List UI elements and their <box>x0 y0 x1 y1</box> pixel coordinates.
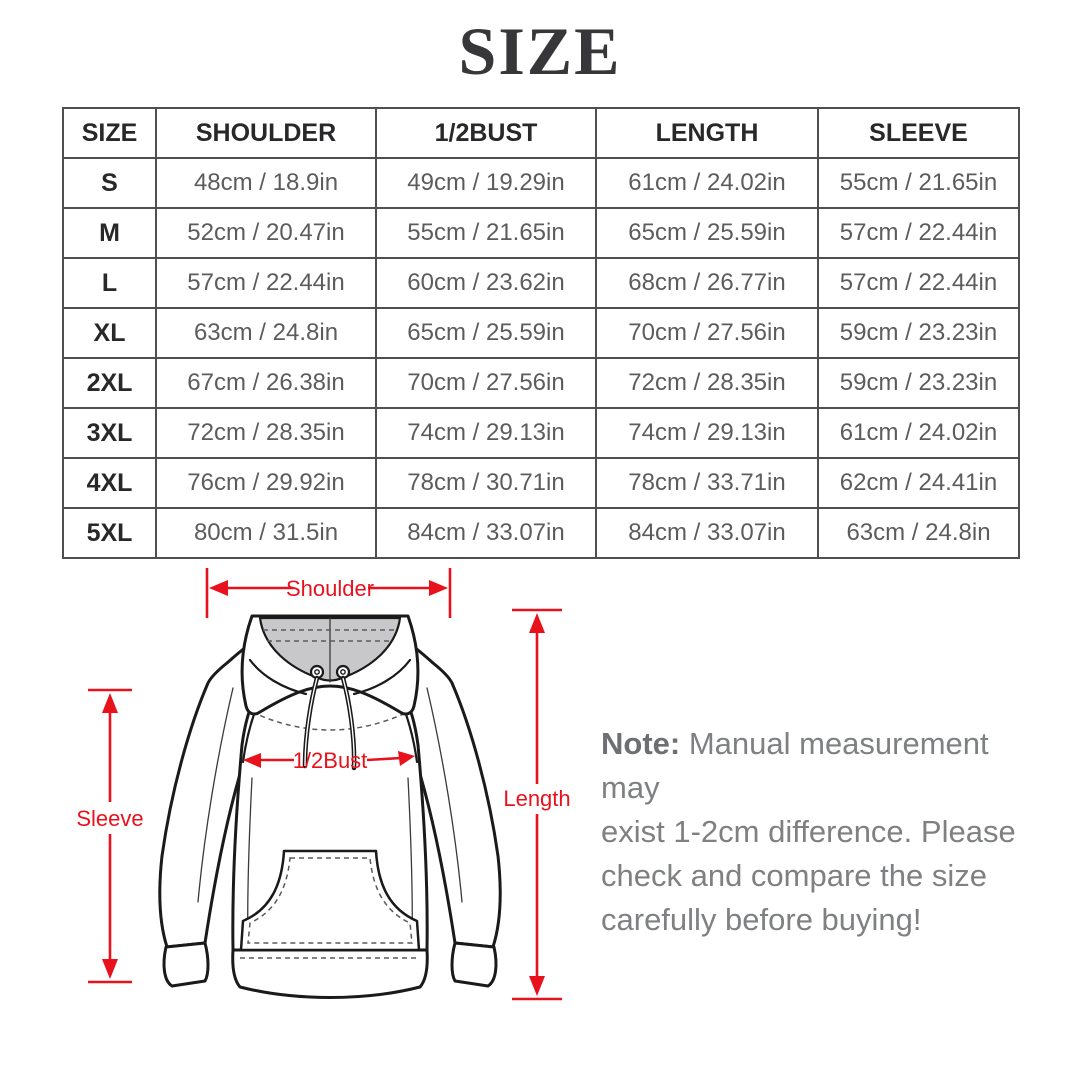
sleeve-value: 57cm / 22.44in <box>817 257 1020 309</box>
table-row: 4XL 76cm / 29.92in 78cm / 30.71in 78cm /… <box>62 457 1020 509</box>
pocket <box>239 849 421 952</box>
bust-value: 60cm / 23.62in <box>375 257 597 309</box>
right-cuff <box>450 941 498 988</box>
dimension-arrows: Shoulder 1/2Bust Length <box>76 568 571 1001</box>
length-value: 65cm / 25.59in <box>595 207 819 259</box>
size-label: 5XL <box>62 507 157 559</box>
shoulder-value: 63cm / 24.8in <box>155 307 377 359</box>
right-eyelet-hole <box>340 669 346 675</box>
sleeve-value: 63cm / 24.8in <box>817 507 1020 559</box>
left-drawstring-highlight <box>304 677 318 767</box>
left-eyelet-hole <box>314 669 320 675</box>
col-header-sleeve: SLEEVE <box>817 107 1020 159</box>
bust-value: 70cm / 27.56in <box>375 357 597 409</box>
length-value: 72cm / 28.35in <box>595 357 819 409</box>
neckline-stitching <box>251 711 409 731</box>
length-arrow-label: Length <box>503 786 570 811</box>
shoulder-value: 48cm / 18.9in <box>155 157 377 209</box>
size-table: SIZE SHOULDER 1/2BUST LENGTH SLEEVE S 48… <box>62 107 1020 559</box>
right-collar-fold <box>352 658 412 696</box>
shoulder-arrow-label: Shoulder <box>286 576 374 601</box>
shoulder-value: 57cm / 22.44in <box>155 257 377 309</box>
table-header-row: SIZE SHOULDER 1/2BUST LENGTH SLEEVE <box>62 107 1020 159</box>
bust-value: 74cm / 29.13in <box>375 407 597 459</box>
sleeve-value: 55cm / 21.65in <box>817 157 1020 209</box>
left-collar-fold <box>248 658 308 696</box>
size-label: 2XL <box>62 357 157 409</box>
size-label: S <box>62 157 157 209</box>
sleeve-value: 57cm / 22.44in <box>817 207 1020 259</box>
length-dimension: Length <box>503 608 571 1001</box>
bust-value: 65cm / 25.59in <box>375 307 597 359</box>
length-value: 61cm / 24.02in <box>595 157 819 209</box>
size-label: 3XL <box>62 407 157 459</box>
length-value: 78cm / 33.71in <box>595 457 819 509</box>
size-label: XL <box>62 307 157 359</box>
bust-arrow-label: 1/2Bust <box>293 748 368 773</box>
size-table-body: S 48cm / 18.9in 49cm / 19.29in 61cm / 24… <box>62 157 1020 559</box>
shoulder-value: 52cm / 20.47in <box>155 207 377 259</box>
left-cuff <box>162 941 210 988</box>
bust-value: 78cm / 30.71in <box>375 457 597 509</box>
shoulder-value: 80cm / 31.5in <box>155 507 377 559</box>
note: Note: Manual measurement may exist 1-2cm… <box>601 722 1045 942</box>
col-header-shoulder: SHOULDER <box>155 107 377 159</box>
shoulder-value: 67cm / 26.38in <box>155 357 377 409</box>
hoodie-measurement-diagram: Shoulder 1/2Bust Length <box>76 568 571 1001</box>
right-drawstring-highlight <box>342 677 355 769</box>
bust-value: 55cm / 21.65in <box>375 207 597 259</box>
length-value: 68cm / 26.77in <box>595 257 819 309</box>
note-text: Manual measurement may exist 1-2cm diffe… <box>601 726 1016 937</box>
note-prefix: Note: <box>601 726 681 761</box>
sleeve-value: 59cm / 23.23in <box>817 307 1020 359</box>
left-sleeve-crease <box>197 687 234 903</box>
bust-dimension: 1/2Bust <box>243 748 415 773</box>
size-label: M <box>62 207 157 259</box>
col-header-bust: 1/2BUST <box>375 107 597 159</box>
sleeve-value: 61cm / 24.02in <box>817 407 1020 459</box>
table-row: XL 63cm / 24.8in 65cm / 25.59in 70cm / 2… <box>62 307 1020 359</box>
pocket-stitching <box>247 857 413 944</box>
table-row: 3XL 72cm / 28.35in 74cm / 29.13in 74cm /… <box>62 407 1020 459</box>
length-value: 70cm / 27.56in <box>595 307 819 359</box>
bust-value: 49cm / 19.29in <box>375 157 597 209</box>
page-title: SIZE <box>458 13 622 89</box>
table-row: 2XL 67cm / 26.38in 70cm / 27.56in 72cm /… <box>62 357 1020 409</box>
shoulder-dimension: Shoulder <box>205 568 452 618</box>
col-header-length: LENGTH <box>595 107 819 159</box>
table-row: L 57cm / 22.44in 60cm / 23.62in 68cm / 2… <box>62 257 1020 309</box>
right-sleeve-crease <box>426 687 463 903</box>
sleeve-value: 59cm / 23.23in <box>817 357 1020 409</box>
table-row: 5XL 80cm / 31.5in 84cm / 33.07in 84cm / … <box>62 507 1020 559</box>
size-label: 4XL <box>62 457 157 509</box>
col-header-size: SIZE <box>62 107 157 159</box>
length-value: 74cm / 29.13in <box>595 407 819 459</box>
table-row: M 52cm / 20.47in 55cm / 21.65in 65cm / 2… <box>62 207 1020 259</box>
sleeve-dimension: Sleeve <box>76 688 144 984</box>
hoodie-drawing <box>158 614 502 999</box>
length-value: 84cm / 33.07in <box>595 507 819 559</box>
table-row: S 48cm / 18.9in 49cm / 19.29in 61cm / 24… <box>62 157 1020 209</box>
sleeve-value: 62cm / 24.41in <box>817 457 1020 509</box>
sleeve-arrow-label: Sleeve <box>76 806 143 831</box>
shoulder-value: 76cm / 29.92in <box>155 457 377 509</box>
shoulder-value: 72cm / 28.35in <box>155 407 377 459</box>
bust-value: 84cm / 33.07in <box>375 507 597 559</box>
hem-band <box>231 948 429 999</box>
size-label: L <box>62 257 157 309</box>
